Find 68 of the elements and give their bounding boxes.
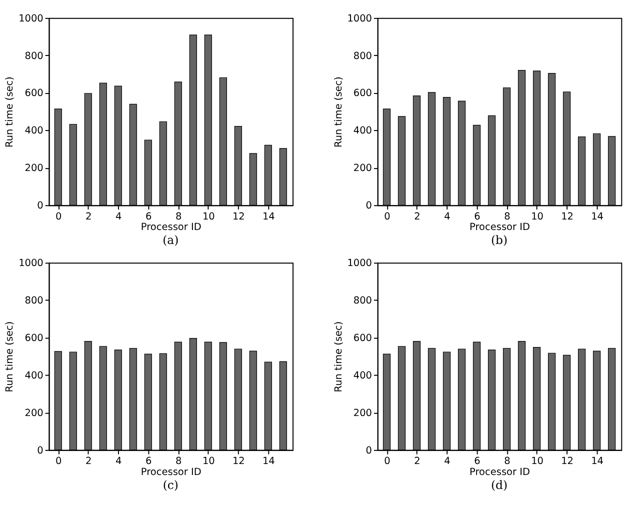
x-tick-label: 12 xyxy=(232,211,245,222)
y-tick-label: 400 xyxy=(353,370,372,382)
text: (a) xyxy=(162,233,179,248)
x-axis-title: Processor ID xyxy=(470,222,530,234)
x-tick-label: 4 xyxy=(116,456,122,468)
y-tick-label: 200 xyxy=(353,408,372,419)
x-axis-title: Processor ID xyxy=(140,222,202,234)
x-tick-label: 6 xyxy=(474,211,480,222)
y-tick-label: 0 xyxy=(366,200,372,212)
x-tick-label: 8 xyxy=(504,211,510,222)
x-tick-label: 4 xyxy=(444,211,450,222)
x-tick-label: 0 xyxy=(384,211,390,222)
text: (d) xyxy=(490,478,508,492)
text: (c) xyxy=(162,478,178,492)
y-tick-label: 0 xyxy=(37,200,44,212)
text: (b) xyxy=(490,233,508,248)
y-tick-label: 200 xyxy=(24,408,44,419)
y-tick-label: 600 xyxy=(24,88,44,100)
x-tick-label: 14 xyxy=(262,456,275,468)
x-tick-label: 8 xyxy=(176,456,182,468)
x-tick-label: 14 xyxy=(591,211,604,222)
x-tick-label: 14 xyxy=(262,211,275,222)
y-tick-label: 800 xyxy=(24,50,44,62)
y-tick-label: 1000 xyxy=(347,258,372,270)
x-tick-label: 2 xyxy=(414,211,420,222)
x-tick-label: 2 xyxy=(86,211,92,222)
x-tick-label: 12 xyxy=(561,456,574,468)
x-tick-label: 14 xyxy=(591,456,604,468)
x-tick-label: 8 xyxy=(504,456,510,468)
y-tick-label: 600 xyxy=(353,88,372,100)
x-tick-label: 0 xyxy=(384,456,390,468)
x-tick-label: 2 xyxy=(86,456,92,468)
y-tick-label: 600 xyxy=(353,332,372,344)
y-tick-label: 1000 xyxy=(347,13,372,24)
x-tick-label: 6 xyxy=(146,211,152,222)
x-tick-label: 2 xyxy=(414,456,420,468)
x-tick-label: 8 xyxy=(176,211,182,222)
x-tick-label: 10 xyxy=(202,456,215,468)
y-tick-label: 800 xyxy=(353,296,372,307)
y-axis-title: Run time (sec) xyxy=(333,321,344,392)
y-tick-label: 400 xyxy=(24,370,44,382)
y-tick-label: 0 xyxy=(366,445,372,456)
x-tick-label: 10 xyxy=(202,211,215,222)
y-axis-title: Run time (sec) xyxy=(333,76,344,148)
x-tick-label: 6 xyxy=(146,456,152,468)
y-tick-label: 200 xyxy=(353,163,372,174)
x-tick-label: 4 xyxy=(116,211,122,222)
x-tick-label: 10 xyxy=(531,211,544,222)
x-axis-title: Processor ID xyxy=(140,466,202,478)
x-tick-label: 10 xyxy=(531,456,544,468)
y-tick-label: 600 xyxy=(24,332,44,344)
x-tick-label: 4 xyxy=(444,456,450,468)
x-tick-label: 0 xyxy=(56,456,62,468)
y-axis-title: Run time (sec) xyxy=(4,76,16,148)
y-tick-label: 1000 xyxy=(18,258,44,270)
x-tick-label: 12 xyxy=(561,211,574,222)
y-tick-label: 400 xyxy=(353,126,372,137)
y-tick-label: 400 xyxy=(24,126,44,137)
y-tick-label: 0 xyxy=(37,445,44,456)
y-tick-label: 1000 xyxy=(18,13,44,24)
y-axis-title: Run time (sec) xyxy=(4,321,16,392)
x-tick-label: 12 xyxy=(232,456,245,468)
y-tick-label: 800 xyxy=(24,296,44,307)
y-tick-label: 800 xyxy=(353,50,372,62)
x-axis-title: Processor ID xyxy=(470,466,530,478)
x-tick-label: 6 xyxy=(474,456,480,468)
x-tick-label: 0 xyxy=(56,211,62,222)
y-tick-label: 200 xyxy=(24,163,44,174)
